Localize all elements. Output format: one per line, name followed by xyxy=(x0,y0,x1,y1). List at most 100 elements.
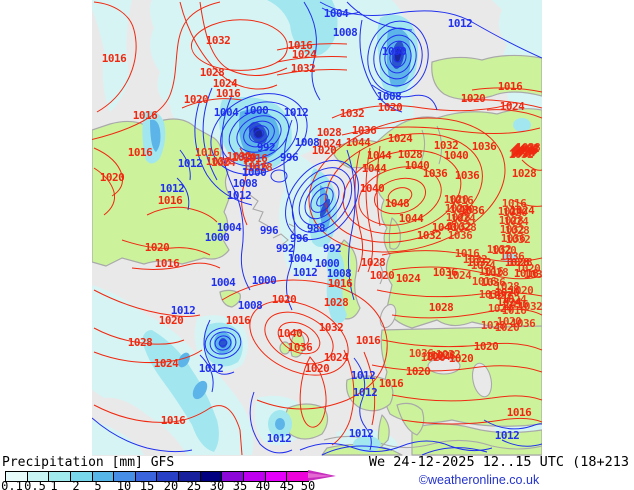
isobar-label: 1020 xyxy=(492,244,517,257)
isobar-label: 1028 xyxy=(200,66,225,79)
scale-tick: 1 xyxy=(50,479,58,490)
isobar-label: 1012 xyxy=(353,386,378,399)
isobar-label: 1044 xyxy=(346,136,371,149)
weather-map[interactable]: 1016 1020 1024 1028 1032 1036 1016 1020 1024 1028… xyxy=(92,0,542,456)
isobar-label: 1028 xyxy=(361,256,386,269)
isobar-label: 1000 xyxy=(244,104,269,117)
isobar-label: 1008 xyxy=(333,26,358,39)
scale-cell xyxy=(70,472,93,481)
isobar-label: 1036 xyxy=(500,250,525,263)
isobar-label: 1024 xyxy=(471,259,496,272)
isobar-label: 1032 xyxy=(515,142,540,155)
isobar-label: 1016 xyxy=(513,144,538,157)
isobar-label: 1036 xyxy=(481,276,506,289)
copyright-link[interactable]: ©weatheronline.co.uk xyxy=(418,473,540,487)
scale-cell xyxy=(200,472,223,481)
isobar-label: 1008 xyxy=(327,267,352,280)
isobar-label: 1024 xyxy=(488,302,513,315)
scale-tick: 45 xyxy=(279,479,295,490)
isobar-label: 1016 xyxy=(161,414,186,427)
isobar-label: 1032 xyxy=(506,233,531,246)
isobar-label: 1036 xyxy=(423,167,448,180)
isobar-label: 1028 xyxy=(128,336,153,349)
isobar-label: 1032 xyxy=(509,148,534,161)
isobar-label: 1028 xyxy=(317,126,342,139)
scale-cell xyxy=(179,472,201,481)
isobar-label: 1040 xyxy=(444,149,469,162)
isobar-label: 1036 xyxy=(206,155,231,168)
isobar-label: 1032 xyxy=(319,321,344,334)
isobar-label: 1024 xyxy=(396,272,421,285)
isobar-label: 1028 xyxy=(398,148,423,161)
isobar-label: 1016 xyxy=(226,314,251,327)
isobar-label: 1016 xyxy=(379,377,404,390)
isobar-label: 1020 xyxy=(184,93,209,106)
isobar-label: 1032 xyxy=(417,229,442,242)
isobar-label: 1016 xyxy=(102,52,127,65)
isobar-label: 1020 xyxy=(450,203,475,216)
isobar-label: 1008 xyxy=(295,136,320,149)
isobar-label: 1036 xyxy=(524,268,542,281)
coastline-layer xyxy=(239,125,542,450)
isobar-label: 1012 xyxy=(171,304,196,317)
scale-cell xyxy=(49,472,71,481)
isobar-label: 1036 xyxy=(455,169,480,182)
isobar-label: 1024 xyxy=(324,351,349,364)
isobar-label: 992 xyxy=(276,242,294,255)
isobar-label: 1032 xyxy=(463,253,488,266)
isobar-label: 1012 xyxy=(284,106,309,119)
isobar-label: 1016 xyxy=(356,334,381,347)
scale-tick: 2 xyxy=(72,479,80,490)
isobar-label: 1020 xyxy=(495,286,520,299)
scale-tick-labels: 0.1 0.5 1 2 5 10 15 20 25 30 35 40 45 50 xyxy=(0,479,340,490)
isobar-label: 1036 xyxy=(448,229,473,242)
scale-tick: 20 xyxy=(163,479,179,490)
isobar-label: 1016 xyxy=(504,298,529,311)
isobar-label: 1020 xyxy=(305,362,330,375)
isobar-label: 1020 xyxy=(100,171,125,184)
isobar-label: 1004 xyxy=(211,276,236,289)
isobar-label: 1032 xyxy=(487,243,512,256)
isobar-label: 1032 xyxy=(447,220,472,233)
isobar-label: 1012 xyxy=(267,432,292,445)
scale-arrow-icon xyxy=(308,470,336,481)
isobar-label: 1028 xyxy=(324,296,349,309)
isobar-label: 1028 xyxy=(512,167,537,180)
isobar-label: 1012 xyxy=(227,189,252,202)
scale-cell xyxy=(135,472,158,481)
isobar-label: 1024 xyxy=(213,77,238,90)
isobar-blue-layer xyxy=(92,1,542,456)
scale-cell xyxy=(114,472,136,481)
isobar-label: 1028 xyxy=(248,161,273,174)
scale-cell xyxy=(92,472,115,481)
scale-cell xyxy=(244,472,266,481)
scale-tick: 0.1 xyxy=(1,479,23,490)
isobar-label: 1032 xyxy=(467,256,492,269)
isobar-label: 1016 xyxy=(502,304,527,317)
scale-tick: 50 xyxy=(300,479,316,490)
isobar-label: 1036 xyxy=(501,232,526,245)
isobar-label: 1020 xyxy=(509,284,534,297)
scale-tick: 0.5 xyxy=(24,479,46,490)
isobar-label: 1028 xyxy=(499,214,524,227)
isobar-label: 1020 xyxy=(159,314,184,327)
isobar-label: 1032 xyxy=(227,150,252,163)
isobar-label: 1008 xyxy=(238,299,263,312)
scale-cell xyxy=(222,472,245,481)
isobar-label: 1012 xyxy=(199,362,224,375)
isobar-label: 1032 xyxy=(500,223,525,236)
scale-tick: 35 xyxy=(232,479,248,490)
isobar-label: 1028 xyxy=(429,301,454,314)
isobar-label: 1016 xyxy=(288,39,313,52)
isobar-label: 1040 xyxy=(432,221,457,234)
scale-tick: 10 xyxy=(116,479,132,490)
isobar-label: 1024 xyxy=(388,132,413,145)
isobar-label: 1036 xyxy=(472,140,497,153)
isobar-label: 1024 xyxy=(445,202,470,215)
isobar-label: 1024 xyxy=(292,48,317,61)
isobar-label: 1032 xyxy=(518,300,542,313)
isobar-label: 1016 xyxy=(498,80,523,93)
